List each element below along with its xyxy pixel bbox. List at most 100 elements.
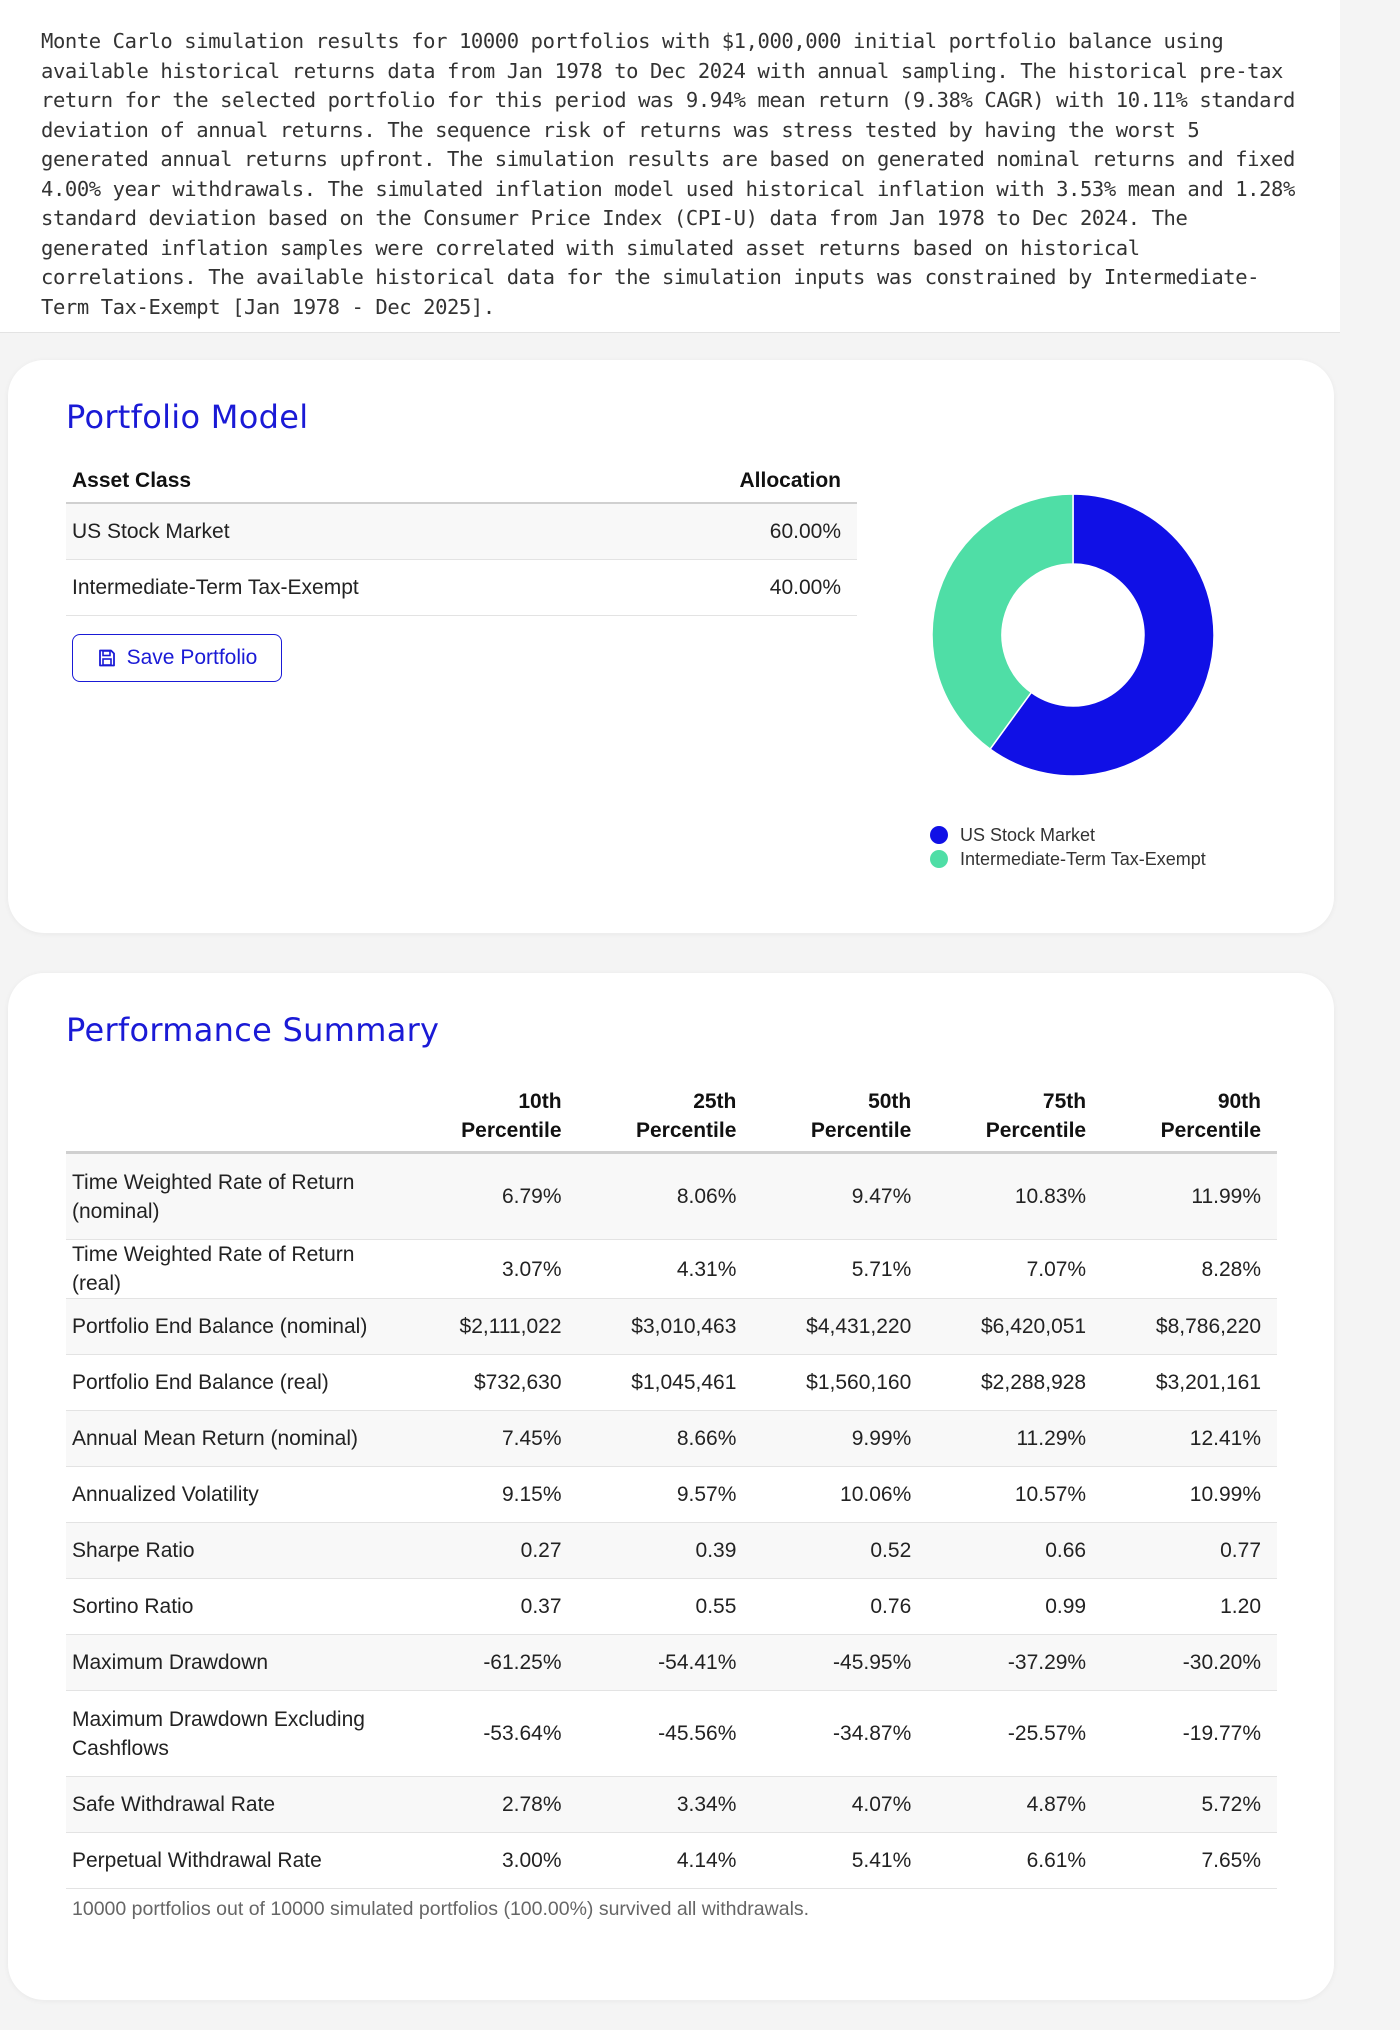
metric-value: 10.57%	[927, 1466, 1103, 1523]
metric-label: Sharpe Ratio	[66, 1522, 404, 1579]
metric-value: -53.64%	[403, 1690, 578, 1777]
asset-name: US Stock Market	[66, 503, 626, 560]
metric-value: 4.07%	[752, 1776, 928, 1833]
asset-class-header: Asset Class	[66, 460, 626, 504]
allocation-row: US Stock Market 60.00%	[66, 503, 857, 560]
metric-value: 0.52	[752, 1522, 928, 1579]
metric-value: $2,288,928	[927, 1354, 1103, 1411]
metric-value: 0.55	[577, 1578, 753, 1635]
table-row: Safe Withdrawal Rate 2.78% 3.34% 4.07% 4.87%…	[66, 1776, 1277, 1833]
legend-item[interactable]: US Stock Market	[930, 823, 1206, 847]
performance-summary-title: Performance Summary	[66, 1011, 440, 1049]
table-row: Time Weighted Rate of Return (real) 3.07%…	[66, 1239, 1277, 1299]
table-row: Annual Mean Return (nominal) 7.45% 8.66% 9.…	[66, 1410, 1277, 1467]
metric-label: Perpetual Withdrawal Rate	[66, 1832, 404, 1889]
metric-value: 3.07%	[403, 1239, 578, 1299]
donut-slice[interactable]	[989, 493, 1215, 777]
metric-value: 7.65%	[1102, 1832, 1277, 1889]
portfolio-model-card: Portfolio Model Asset Class Allocation U…	[8, 360, 1334, 933]
metric-value: $732,630	[403, 1354, 578, 1411]
percentile-header: 75th Percentile	[927, 1081, 1103, 1154]
save-portfolio-label: Save Portfolio	[126, 646, 258, 669]
metric-value: 4.14%	[577, 1832, 753, 1889]
metric-value: 5.71%	[752, 1239, 928, 1299]
metric-value: 7.07%	[927, 1239, 1103, 1299]
metric-label: Maximum Drawdown Excluding Cashflows	[66, 1690, 404, 1777]
metric-value: 9.47%	[752, 1152, 928, 1240]
metric-value: $1,560,160	[752, 1354, 928, 1411]
donut-slice[interactable]	[931, 493, 1074, 751]
metric-value: 6.61%	[927, 1832, 1103, 1889]
metric-label: Annualized Volatility	[66, 1466, 404, 1523]
metric-value: 9.99%	[752, 1410, 928, 1467]
metric-label: Time Weighted Rate of Return (nominal)	[66, 1152, 404, 1240]
legend-item[interactable]: Intermediate-Term Tax-Exempt	[930, 847, 1206, 871]
metric-value: -25.57%	[927, 1690, 1103, 1777]
metric-value: -34.87%	[752, 1690, 928, 1777]
metric-header	[66, 1081, 404, 1154]
metric-value: 8.28%	[1102, 1239, 1277, 1299]
metric-label: Time Weighted Rate of Return (real)	[66, 1239, 404, 1299]
metric-value: 0.76	[752, 1578, 928, 1635]
metric-value: 1.20	[1102, 1578, 1277, 1635]
allocation-header: Allocation	[625, 460, 857, 504]
metric-value: 11.99%	[1102, 1152, 1277, 1240]
table-row: Sharpe Ratio 0.27 0.39 0.52 0.66 0.77	[66, 1522, 1277, 1579]
metric-value: 11.29%	[927, 1410, 1103, 1467]
metric-value: 7.45%	[403, 1410, 578, 1467]
metric-value: -37.29%	[927, 1634, 1103, 1691]
metric-value: 5.41%	[752, 1832, 928, 1889]
metric-value: 0.27	[403, 1522, 578, 1579]
table-row: Sortino Ratio 0.37 0.55 0.76 0.99 1.20	[66, 1578, 1277, 1635]
metric-label: Annual Mean Return (nominal)	[66, 1410, 404, 1467]
metric-label: Portfolio End Balance (real)	[66, 1354, 404, 1411]
metric-value: 10.06%	[752, 1466, 928, 1523]
metric-value: $4,431,220	[752, 1298, 928, 1355]
metric-value: 6.79%	[403, 1152, 578, 1240]
intro-section: Monte Carlo simulation results for 10000…	[0, 0, 1340, 333]
metric-value: 8.66%	[577, 1410, 753, 1467]
survival-footnote: 10000 portfolios out of 10000 simulated …	[72, 1898, 810, 1920]
metric-value: 8.06%	[577, 1152, 753, 1240]
metric-value: 9.15%	[403, 1466, 578, 1523]
table-row: Maximum Drawdown -61.25% -54.41% -45.95% -37…	[66, 1634, 1277, 1691]
portfolio-model-title: Portfolio Model	[66, 398, 309, 436]
metric-value: -19.77%	[1102, 1690, 1277, 1777]
metric-value: 0.37	[403, 1578, 578, 1635]
metric-value: 3.34%	[577, 1776, 753, 1833]
metric-value: 0.66	[927, 1522, 1103, 1579]
metric-value: $3,201,161	[1102, 1354, 1277, 1411]
metric-value: 10.83%	[927, 1152, 1103, 1240]
legend-label: US Stock Market	[960, 824, 1096, 845]
save-disk-icon	[98, 649, 115, 667]
metric-label: Sortino Ratio	[66, 1578, 404, 1635]
allocation-table: Asset Class Allocation US Stock Market 6…	[66, 460, 857, 616]
save-portfolio-button[interactable]: Save Portfolio	[72, 634, 282, 682]
chart-legend: US Stock Market Intermediate-Term Tax-Ex…	[930, 823, 1206, 871]
percentile-header: 10th Percentile	[403, 1081, 578, 1154]
legend-label: Intermediate-Term Tax-Exempt	[960, 848, 1206, 869]
asset-name: Intermediate-Term Tax-Exempt	[66, 559, 626, 616]
asset-allocation: 60.00%	[625, 503, 857, 560]
metric-label: Safe Withdrawal Rate	[66, 1776, 404, 1833]
metric-value: -61.25%	[403, 1634, 578, 1691]
metric-value: 0.77	[1102, 1522, 1277, 1579]
table-row: Annualized Volatility 9.15% 9.57% 10.06% 10.…	[66, 1466, 1277, 1523]
legend-swatch	[930, 850, 948, 868]
metric-value: 0.39	[577, 1522, 753, 1579]
metric-label: Portfolio End Balance (nominal)	[66, 1298, 404, 1355]
asset-allocation: 40.00%	[625, 559, 857, 616]
metric-value: 4.31%	[577, 1239, 753, 1299]
metric-value: $8,786,220	[1102, 1298, 1277, 1355]
performance-summary-card: Performance Summary 10th Percentile 25th Pe…	[8, 973, 1334, 2000]
table-row: Portfolio End Balance (nominal) $2,111,02…	[66, 1298, 1277, 1355]
metric-value: -54.41%	[577, 1634, 753, 1691]
table-row: Portfolio End Balance (real) $732,630 $1,0…	[66, 1354, 1277, 1411]
metric-value: 5.72%	[1102, 1776, 1277, 1833]
percentile-header: 50th Percentile	[752, 1081, 928, 1154]
intro-text: Monte Carlo simulation results for 10000…	[41, 29, 1295, 319]
metric-value: 10.99%	[1102, 1466, 1277, 1523]
metric-value: -45.56%	[577, 1690, 753, 1777]
table-row: Maximum Drawdown Excluding Cashflows -53.…	[66, 1690, 1277, 1777]
metric-value: $3,010,463	[577, 1298, 753, 1355]
